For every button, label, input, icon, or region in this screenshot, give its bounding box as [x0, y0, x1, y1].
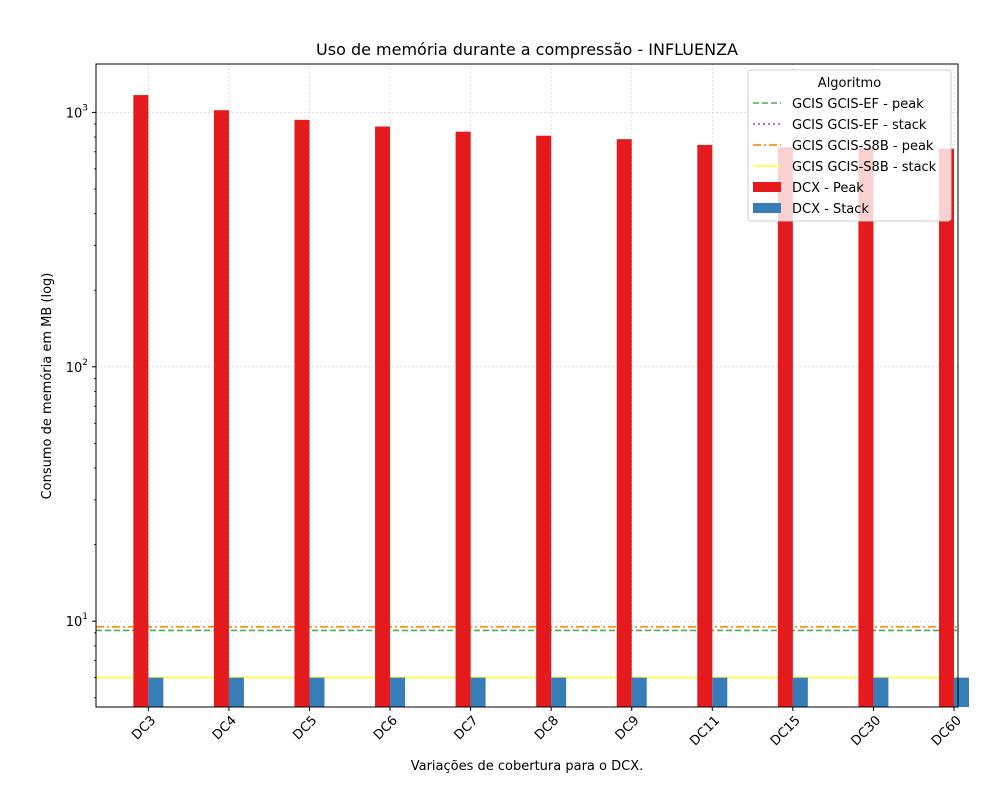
bar-dcx-stack: [712, 677, 728, 707]
legend-title: Algoritmo: [818, 76, 881, 91]
bar-dcx-stack: [390, 677, 406, 707]
legend-patch-swatch: [753, 203, 781, 213]
bar-dcx-peak: [616, 139, 632, 707]
bar-dcx-stack: [953, 677, 969, 707]
y-tick-label: 101: [66, 612, 88, 630]
y-tick-exponent: 2: [82, 358, 88, 368]
legend-entry-label: DCX - Stack: [792, 202, 869, 217]
y-tick-base: 10: [66, 361, 83, 376]
bar-dcx-stack: [792, 677, 808, 707]
y-tick-exponent: 3: [82, 103, 88, 113]
bars: [133, 95, 969, 708]
bar-dcx-peak: [294, 119, 310, 708]
chart-title: Uso de memória durante a compressão - IN…: [316, 40, 738, 59]
bar-dcx-stack: [228, 677, 244, 707]
y-tick-exponent: 1: [82, 612, 88, 622]
y-axis-label: Consumo de memória em MB (log): [40, 273, 55, 500]
bar-dcx-peak: [213, 110, 229, 707]
bar-dcx-stack: [470, 677, 486, 707]
bar-dcx-stack: [551, 677, 567, 707]
legend-entry-label: GCIS GCIS-EF - stack: [792, 118, 927, 133]
bar-dcx-stack: [309, 677, 325, 707]
legend: Algoritmo GCIS GCIS-EF - peak GCIS GCIS-EF…: [747, 69, 952, 222]
bar-dcx-peak: [455, 131, 471, 707]
bar-dcx-peak: [858, 147, 874, 707]
plot-frame: [95, 63, 959, 708]
bar-dcx-peak: [133, 95, 149, 708]
y-tick-base: 10: [66, 615, 83, 630]
bar-dcx-stack: [148, 677, 164, 707]
y-tick-base: 10: [66, 106, 83, 121]
bar-dcx-stack: [873, 677, 889, 707]
y-tick-label: 103: [66, 103, 88, 121]
bar-dcx-peak: [697, 144, 713, 708]
bar-dcx-peak: [375, 126, 391, 708]
legend-entry-label: GCIS GCIS-S8B - peak: [792, 139, 934, 154]
bar-dcx-peak: [938, 148, 954, 708]
legend-entry-label: DCX - Peak: [792, 181, 864, 196]
bar-dcx-peak: [777, 147, 793, 707]
legend-entry-label: GCIS GCIS-S8B - stack: [792, 160, 937, 175]
legend-entry-label: GCIS GCIS-EF - peak: [792, 97, 924, 112]
x-axis-label: Variações de cobertura para o DCX.: [411, 759, 644, 774]
bar-dcx-stack: [631, 677, 647, 707]
legend-patch-swatch: [753, 182, 781, 192]
bar-dcx-peak: [536, 135, 552, 708]
y-tick-label: 102: [66, 358, 88, 376]
legend-box: [747, 69, 952, 222]
